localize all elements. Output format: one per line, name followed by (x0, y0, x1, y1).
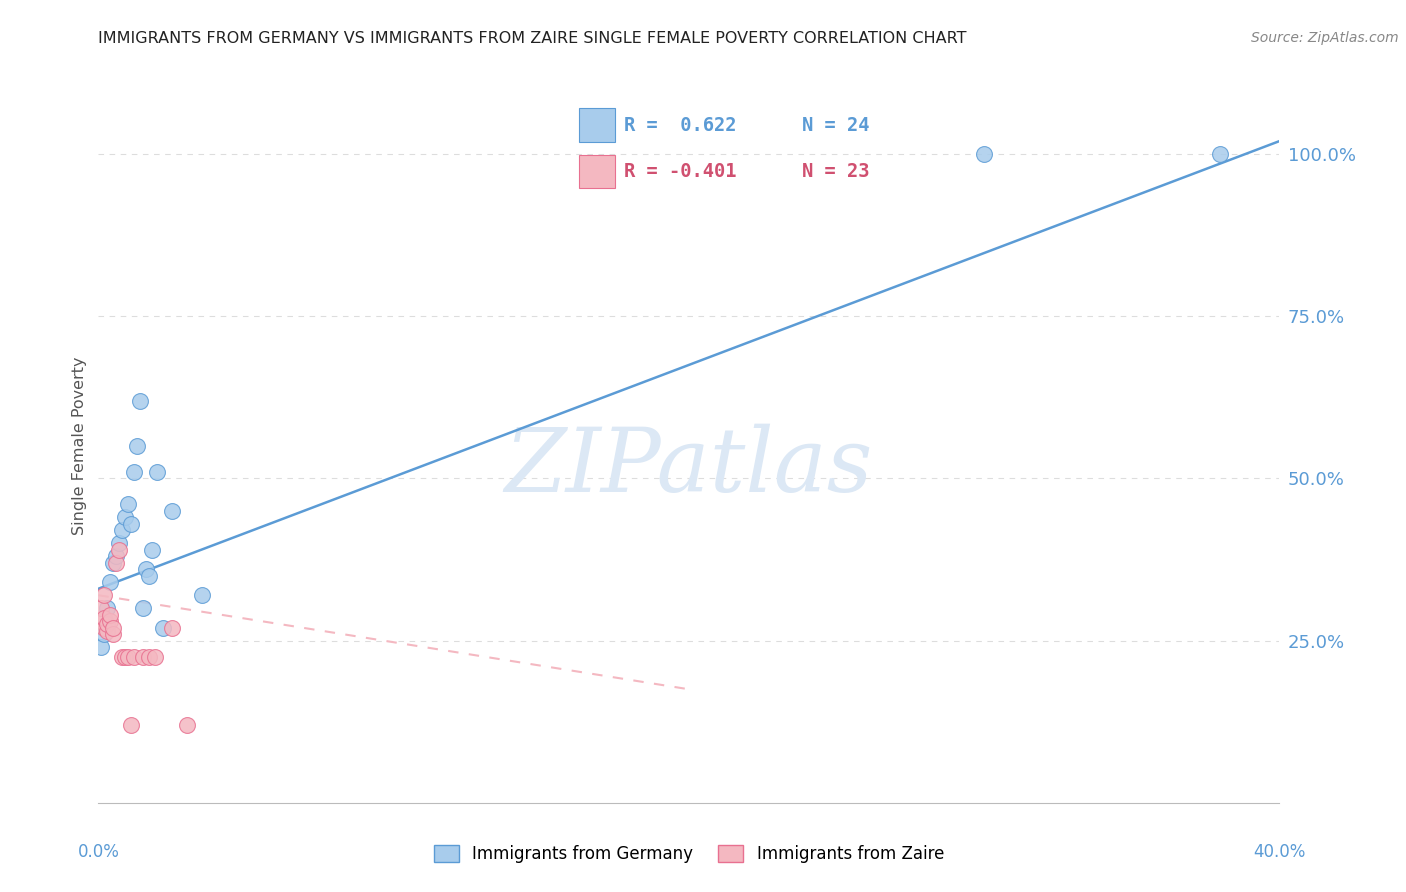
Point (162, 621, 183, 635)
Point (128, 393, 150, 408)
Point (96, 617, 118, 632)
Point (152, 621, 174, 635)
Point (96, 601, 118, 615)
Point (117, 649, 139, 664)
Point (96, 624, 118, 638)
FancyBboxPatch shape (579, 154, 614, 188)
Point (138, 568, 160, 582)
Point (93, 627, 115, 641)
Point (98, 614, 121, 628)
Point (125, 439, 148, 453)
Point (117, 497, 139, 511)
Point (90, 640, 112, 654)
Point (90, 601, 112, 615)
Point (191, 588, 214, 602)
Point (103, 556, 125, 570)
Point (1209, 147, 1232, 161)
Legend: Immigrants from Germany, Immigrants from Zaire: Immigrants from Germany, Immigrants from… (427, 838, 950, 870)
Point (108, 536, 131, 550)
Point (111, 524, 134, 538)
Point (146, 465, 169, 479)
Point (111, 649, 134, 664)
Point (90, 614, 112, 628)
Point (162, 504, 183, 518)
Text: 0.0%: 0.0% (77, 843, 120, 861)
Text: 40.0%: 40.0% (1253, 843, 1306, 861)
Text: R =  0.622: R = 0.622 (624, 116, 737, 135)
Point (105, 556, 128, 570)
Text: R = -0.401: R = -0.401 (624, 162, 737, 181)
Point (135, 562, 157, 576)
Point (122, 465, 145, 479)
Point (103, 627, 125, 641)
Point (132, 601, 155, 615)
Point (122, 649, 145, 664)
Point (176, 718, 198, 732)
Point (143, 649, 166, 664)
Point (973, 147, 995, 161)
Y-axis label: Single Female Poverty: Single Female Poverty (72, 357, 87, 535)
Point (93, 611, 115, 625)
Point (93, 621, 115, 635)
Point (108, 542, 131, 557)
Point (114, 649, 136, 664)
Point (103, 621, 125, 635)
Text: ZIPatlas: ZIPatlas (505, 424, 873, 511)
FancyBboxPatch shape (579, 109, 614, 142)
Point (98, 607, 121, 622)
Point (120, 516, 142, 531)
Point (98, 575, 121, 590)
Point (120, 718, 142, 732)
Text: IMMIGRANTS FROM GERMANY VS IMMIGRANTS FROM ZAIRE SINGLE FEMALE POVERTY CORRELATI: IMMIGRANTS FROM GERMANY VS IMMIGRANTS FR… (98, 31, 967, 46)
Text: N = 24: N = 24 (803, 116, 870, 135)
Point (132, 649, 155, 664)
Text: N = 23: N = 23 (803, 162, 870, 181)
Point (141, 542, 163, 557)
Point (114, 510, 136, 524)
Text: Source: ZipAtlas.com: Source: ZipAtlas.com (1251, 31, 1399, 45)
Point (93, 588, 115, 602)
Point (138, 649, 160, 664)
Point (105, 549, 128, 564)
